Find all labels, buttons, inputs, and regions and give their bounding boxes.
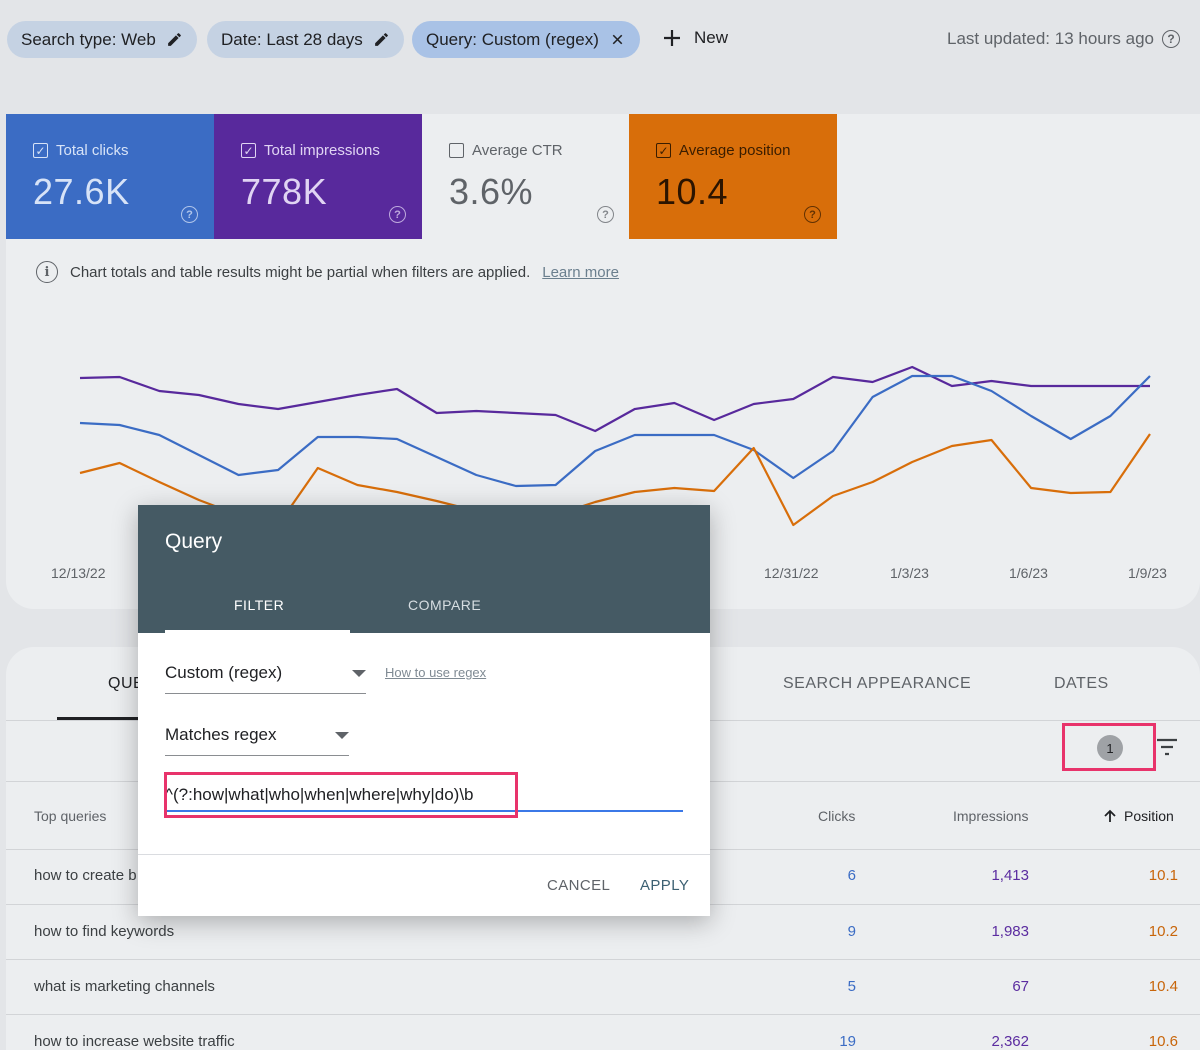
last-updated: Last updated: 13 hours ago ? — [947, 29, 1180, 49]
column-header-clicks[interactable]: Clicks — [818, 808, 856, 824]
metric-label: Average CTR — [472, 142, 563, 159]
filter-count-badge[interactable]: 1 — [1097, 735, 1123, 761]
table-row-query[interactable]: what is marketing channels — [34, 978, 215, 995]
chip-date[interactable]: Date: Last 28 days — [207, 21, 404, 58]
help-icon[interactable]: ? — [597, 206, 614, 223]
table-row-position: 10.4 — [1148, 978, 1178, 995]
annotation-highlight — [1062, 723, 1156, 771]
table-row-position: 10.6 — [1148, 1033, 1178, 1050]
apply-button[interactable]: APPLY — [640, 877, 690, 894]
chip-search-type[interactable]: Search type: Web — [7, 21, 197, 58]
metric-total-impressions[interactable]: ✓ Total impressions 778K ? — [214, 114, 422, 239]
table-row-impressions: 1,983 — [991, 923, 1029, 940]
pencil-icon[interactable] — [373, 31, 390, 48]
regex-input[interactable]: ^(?:how|what|who|when|where|why|do)\b — [165, 785, 683, 812]
query-filter-dialog: Query FILTER COMPARE Custom (regex) How … — [138, 505, 710, 916]
help-icon[interactable]: ? — [389, 206, 406, 223]
table-row-impressions: 1,413 — [991, 867, 1029, 884]
metric-value: 778K — [241, 171, 328, 212]
table-row-position: 10.1 — [1148, 867, 1178, 884]
info-icon: i — [36, 261, 58, 283]
tab-queries[interactable]: QUERIES — [108, 675, 138, 692]
metric-total-clicks[interactable]: ✓ Total clicks 27.6K ? — [6, 114, 214, 239]
filter-icon[interactable] — [1156, 738, 1178, 756]
column-header-impressions[interactable]: Impressions — [953, 808, 1029, 824]
new-filter-label: New — [694, 28, 729, 47]
notice-text: Chart totals and table results might be … — [70, 263, 531, 281]
dialog-tab-indicator — [165, 630, 350, 633]
close-icon[interactable] — [609, 31, 626, 48]
column-header-position-label: Position — [1124, 808, 1174, 824]
metric-average-ctr[interactable]: Average CTR 3.6% ? — [422, 114, 630, 239]
metric-value: 10.4 — [656, 171, 729, 212]
table-row-clicks: 19 — [839, 1033, 856, 1050]
dialog-divider — [138, 854, 710, 855]
dialog-tab-filter[interactable]: FILTER — [234, 597, 285, 613]
table-row-query[interactable]: how to find keywords — [34, 923, 175, 940]
table-row-clicks: 9 — [847, 923, 856, 940]
metric-value: 27.6K — [33, 171, 130, 212]
dialog-header: Query FILTER COMPARE — [138, 505, 710, 633]
help-icon[interactable]: ? — [804, 206, 821, 223]
tab-search-appearance[interactable]: SEARCH APPEARANCE — [783, 675, 972, 692]
dropdown-arrow-icon — [335, 731, 349, 739]
metric-average-position[interactable]: ✓ Average position 10.4 ? — [629, 114, 837, 239]
metric-label: Total clicks — [56, 142, 129, 159]
checkbox-unchecked-icon[interactable] — [449, 143, 464, 158]
tab-dates[interactable]: DATES — [1054, 675, 1109, 692]
filter-type-value: Custom (regex) — [165, 663, 283, 682]
dialog-tab-compare[interactable]: COMPARE — [408, 597, 482, 613]
dialog-title: Query — [165, 530, 223, 553]
arrow-up-icon — [1104, 809, 1116, 822]
metric-label: Total impressions — [264, 142, 380, 159]
x-tick-label: 1/9/23 — [1128, 565, 1167, 581]
checkbox-checked-icon[interactable]: ✓ — [33, 143, 48, 158]
checkbox-checked-icon[interactable]: ✓ — [656, 143, 671, 158]
table-row-impressions: 67 — [1012, 978, 1029, 995]
cancel-button[interactable]: CANCEL — [547, 877, 611, 894]
table-row-position: 10.2 — [1148, 923, 1178, 940]
dropdown-arrow-icon — [352, 669, 366, 677]
annotation-highlight — [164, 772, 518, 818]
partial-results-notice: i Chart totals and table results might b… — [36, 261, 619, 283]
filter-type-select[interactable]: Custom (regex) — [165, 663, 366, 694]
last-updated-text: Last updated: 13 hours ago — [947, 29, 1154, 48]
table-row-query[interactable]: how to increase website traffic — [34, 1033, 235, 1050]
x-tick-label: 12/13/22 — [51, 565, 106, 581]
x-tick-label: 1/3/23 — [890, 565, 929, 581]
plus-icon — [664, 30, 680, 46]
new-filter-button[interactable]: New — [662, 28, 728, 48]
chart-series-line-1 — [79, 374, 1151, 488]
chip-query-label: Query: Custom (regex) — [426, 29, 599, 49]
chip-date-label: Date: Last 28 days — [221, 29, 363, 49]
help-icon[interactable]: ? — [181, 206, 198, 223]
checkbox-checked-icon[interactable]: ✓ — [241, 143, 256, 158]
divider — [6, 1014, 1200, 1015]
match-type-value: Matches regex — [165, 725, 277, 744]
metric-value: 3.6% — [449, 171, 534, 212]
match-type-select[interactable]: Matches regex — [165, 725, 349, 756]
x-tick-label: 1/6/23 — [1009, 565, 1048, 581]
x-tick-label: 12/31/22 — [764, 565, 819, 581]
table-row-query[interactable]: how to create b — [34, 867, 137, 884]
table-row-clicks: 5 — [847, 978, 856, 995]
pencil-icon[interactable] — [166, 31, 183, 48]
learn-more-link[interactable]: Learn more — [542, 263, 619, 281]
tab-active-indicator — [57, 717, 147, 720]
divider — [6, 959, 1200, 960]
help-icon[interactable]: ? — [1162, 30, 1180, 48]
metric-label: Average position — [679, 142, 791, 159]
regex-help-link[interactable]: How to use regex — [385, 665, 487, 680]
chart-series-line-0 — [79, 365, 1150, 433]
column-header-position[interactable]: Position — [1102, 808, 1174, 824]
column-header-query: Top queries — [34, 808, 107, 824]
chip-search-type-label: Search type: Web — [21, 29, 156, 49]
table-row-clicks: 6 — [847, 867, 856, 884]
table-row-impressions: 2,362 — [991, 1033, 1029, 1050]
chip-query[interactable]: Query: Custom (regex) — [412, 21, 640, 58]
